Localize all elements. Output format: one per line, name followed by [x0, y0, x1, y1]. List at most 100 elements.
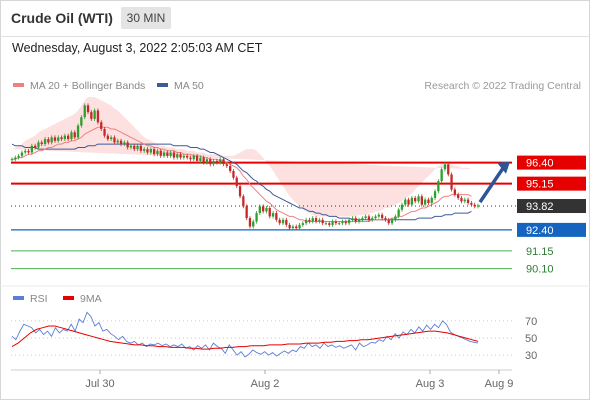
candle-body [225, 164, 228, 166]
candle-body [235, 177, 238, 187]
candle-body [182, 155, 185, 158]
candle-body [410, 197, 413, 205]
candle-body [153, 149, 156, 155]
candle-body [10, 159, 14, 161]
legend-rsi-label: RSI [30, 293, 48, 305]
candle-body [136, 145, 139, 150]
candle-body [466, 199, 470, 203]
candle-body [440, 169, 443, 182]
level-label-support: 92.40 [526, 225, 554, 237]
candle-body [453, 189, 456, 195]
candle-body [417, 196, 420, 202]
candle-body [394, 216, 397, 220]
candle-body [192, 155, 195, 160]
candle-body [457, 194, 460, 198]
rsi-9ma-line [11, 325, 479, 350]
candle-body [443, 164, 447, 170]
level-label-target: 90.10 [526, 264, 554, 276]
x-tick-label: Aug 9 [485, 378, 514, 390]
candle-body [364, 216, 367, 219]
x-tick-label: Jul 30 [85, 378, 114, 390]
candle-body [354, 218, 357, 222]
candle-body [93, 110, 96, 119]
candle-body [298, 224, 301, 229]
ma50-swatch [157, 83, 168, 88]
candle-body [341, 221, 344, 224]
candle-body [53, 137, 57, 141]
candle-body [133, 145, 136, 150]
candle-body [232, 171, 235, 178]
candle-body [47, 139, 50, 143]
x-tick-label: Aug 3 [416, 378, 445, 390]
candle-body [202, 157, 205, 163]
candle-body [143, 149, 146, 151]
candle-body [14, 157, 17, 160]
candle-body [308, 219, 311, 222]
candle-body [321, 219, 324, 224]
candle-body [271, 213, 275, 217]
candle-body [295, 226, 298, 229]
candle-body [414, 197, 417, 202]
legend-ma50-label: MA 50 [174, 80, 204, 92]
candle-body [209, 159, 212, 165]
candle-body [328, 223, 331, 225]
candle-body [166, 152, 169, 156]
instrument-title: Crude Oil (WTI) [11, 10, 113, 26]
candle-body [20, 152, 24, 156]
candle-body [43, 139, 47, 145]
candle-body [338, 223, 341, 225]
candle-body [179, 154, 182, 158]
candle-body [252, 221, 255, 227]
candle-body [57, 137, 60, 141]
candle-body [381, 214, 384, 219]
rsi-swatch [13, 296, 24, 301]
candle-body [430, 197, 433, 203]
candle-body [331, 221, 334, 225]
candle-body [347, 219, 351, 224]
candle-body [291, 226, 295, 229]
forecast-arrow [478, 165, 506, 204]
legend-rsi: RSI [13, 293, 48, 305]
rsi-line [11, 311, 479, 358]
candle-body [186, 155, 189, 158]
candle-body [67, 135, 70, 140]
candle-body [242, 196, 245, 207]
candle-body [367, 216, 371, 220]
candle-body [80, 117, 83, 126]
candle-body [60, 137, 63, 140]
candle-body [83, 105, 86, 118]
candle-body [113, 137, 116, 143]
level-label-current: 93.82 [526, 201, 554, 213]
candle-body [268, 208, 271, 217]
candle-body [189, 157, 192, 160]
level-tag-resistance [517, 155, 586, 170]
candle-body [311, 218, 314, 222]
candle-body [238, 186, 242, 197]
ma50-line [11, 143, 472, 221]
candle-body [377, 214, 380, 217]
candle-body [103, 129, 106, 136]
candle-body [351, 218, 354, 220]
candle-body [50, 137, 53, 143]
rsi-tick-label: 30 [525, 350, 537, 362]
candle-body [404, 199, 407, 205]
candle-body [281, 219, 285, 224]
timeframe-badge[interactable]: 30 MIN [121, 7, 171, 29]
legend-ma20: MA 20 + Bollinger Bands [13, 80, 145, 92]
candle-body [212, 160, 215, 165]
candle-body [90, 112, 93, 119]
candle-body [361, 218, 364, 220]
candle-body [371, 218, 374, 220]
candle-body [17, 155, 20, 158]
candle-body [450, 174, 453, 190]
candle-body [27, 150, 30, 153]
candle-body [278, 219, 281, 224]
candle-body [215, 160, 219, 163]
candle-body [463, 199, 466, 202]
candle-body [470, 203, 473, 205]
candle-body [172, 152, 176, 158]
rsi-tick-label: 50 [525, 333, 537, 345]
candle-body [324, 223, 328, 225]
candle-body [288, 224, 291, 229]
